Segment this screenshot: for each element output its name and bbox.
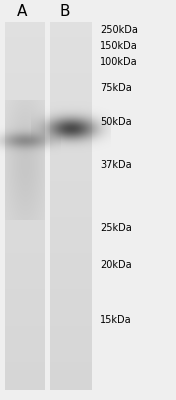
Text: 250kDa: 250kDa xyxy=(100,25,138,35)
Text: 100kDa: 100kDa xyxy=(100,57,138,67)
Text: 75kDa: 75kDa xyxy=(100,83,132,93)
Text: 150kDa: 150kDa xyxy=(100,41,138,51)
Text: A: A xyxy=(17,4,27,20)
Text: 37kDa: 37kDa xyxy=(100,160,132,170)
Text: 15kDa: 15kDa xyxy=(100,315,132,325)
Text: B: B xyxy=(60,4,70,20)
Text: 20kDa: 20kDa xyxy=(100,260,132,270)
Text: 25kDa: 25kDa xyxy=(100,223,132,233)
Text: 50kDa: 50kDa xyxy=(100,117,132,127)
